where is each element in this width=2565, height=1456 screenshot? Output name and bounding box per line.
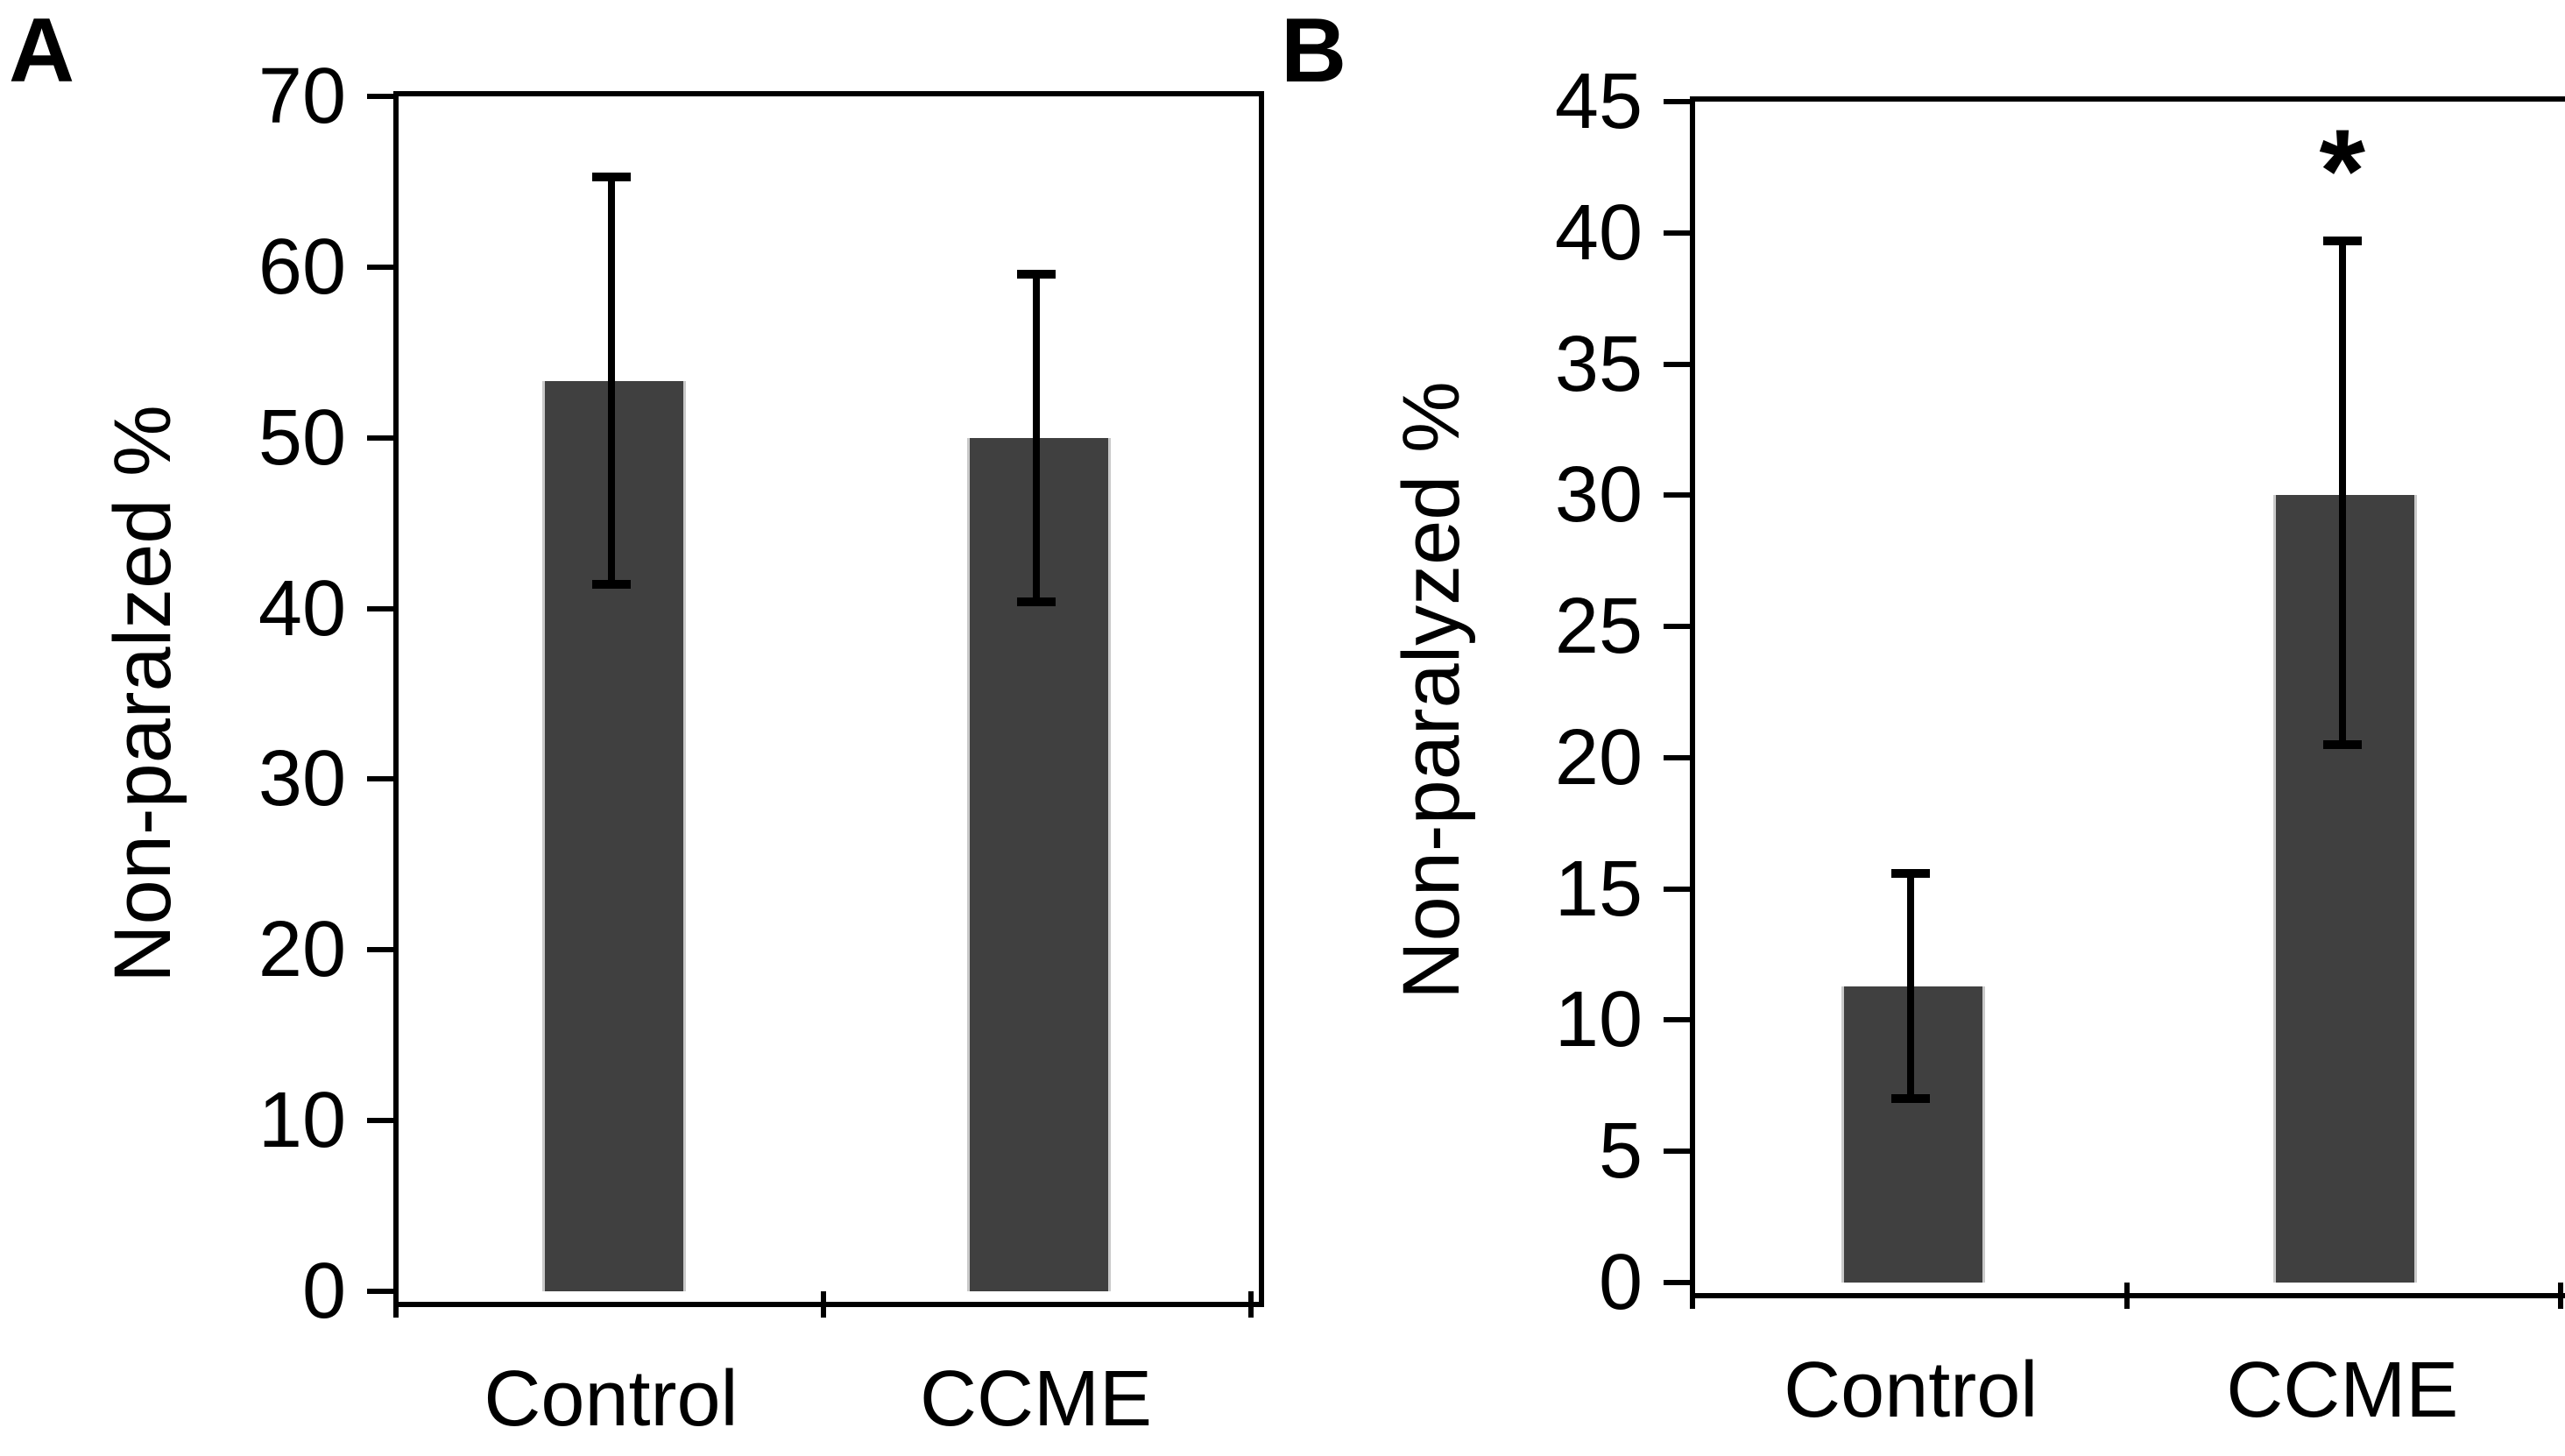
y-tick-label: 15 bbox=[1554, 845, 1643, 933]
y-tick-label: 30 bbox=[1554, 451, 1643, 540]
y-tick-label: 0 bbox=[301, 1247, 346, 1335]
y-tick-label: 5 bbox=[1598, 1107, 1643, 1196]
y-tick-label: 50 bbox=[258, 393, 346, 482]
y-axis-tick bbox=[1664, 1149, 1690, 1155]
error-bar-cap bbox=[1891, 868, 1931, 878]
error-bar-line bbox=[2338, 240, 2346, 745]
error-bar-cap bbox=[2322, 236, 2362, 245]
y-tick-label: 10 bbox=[1554, 976, 1643, 1064]
y-tick-label: 40 bbox=[258, 564, 346, 653]
y-axis-tick bbox=[1664, 1017, 1690, 1023]
y-axis-tick bbox=[367, 776, 393, 782]
plot-frame bbox=[393, 91, 1264, 1307]
panel-a-letter: A bbox=[9, 0, 75, 102]
y-tick-label: 35 bbox=[1554, 320, 1643, 408]
x-category-label-control: Control bbox=[1784, 1346, 2039, 1434]
x-category-label-ccme: CCME bbox=[920, 1355, 1152, 1443]
y-tick-label: 40 bbox=[1554, 188, 1643, 277]
x-axis-tick bbox=[1690, 1283, 1695, 1309]
y-axis-tick bbox=[367, 605, 393, 611]
error-bar-cap bbox=[1016, 597, 1056, 606]
error-bar-line bbox=[1032, 273, 1040, 602]
error-bar-cap bbox=[1891, 1094, 1931, 1104]
x-axis-tick bbox=[393, 1291, 399, 1318]
y-tick-label: 10 bbox=[258, 1077, 346, 1165]
y-axis-tick bbox=[1664, 230, 1690, 236]
y-tick-label: 30 bbox=[258, 735, 346, 823]
y-axis-tick bbox=[1664, 361, 1690, 367]
x-axis-tick bbox=[2123, 1283, 2130, 1309]
panel-a-y-axis-title: Non-paralzed % bbox=[98, 405, 187, 983]
error-bar-cap bbox=[591, 580, 631, 590]
y-axis-tick bbox=[1664, 99, 1690, 104]
y-axis-tick bbox=[1664, 886, 1690, 892]
y-axis-tick bbox=[1664, 1280, 1690, 1285]
y-tick-label: 45 bbox=[1554, 58, 1643, 145]
y-axis-tick bbox=[1664, 754, 1690, 760]
y-tick-label: 60 bbox=[258, 223, 346, 311]
x-axis-tick bbox=[821, 1291, 826, 1318]
x-category-label-ccme: CCME bbox=[2226, 1346, 2459, 1434]
y-tick-label: 0 bbox=[1598, 1239, 1643, 1326]
y-axis-tick bbox=[367, 1289, 393, 1294]
plot-frame bbox=[1690, 96, 2565, 1298]
panel-b-letter: B bbox=[1281, 0, 1347, 102]
y-tick-label: 20 bbox=[1554, 713, 1643, 802]
x-axis-tick bbox=[1248, 1291, 1254, 1318]
error-bar-line bbox=[607, 176, 615, 585]
y-tick-label: 20 bbox=[258, 906, 346, 994]
x-category-label-control: Control bbox=[484, 1355, 738, 1443]
significance-asterisk: * bbox=[2319, 104, 2366, 237]
y-axis-tick bbox=[1664, 624, 1690, 630]
y-axis-tick bbox=[367, 947, 393, 953]
y-axis-tick bbox=[367, 1118, 393, 1124]
error-bar-cap bbox=[591, 172, 631, 181]
y-axis-tick bbox=[367, 94, 393, 99]
y-axis-tick bbox=[367, 264, 393, 270]
x-axis-tick bbox=[2558, 1283, 2563, 1309]
error-bar-cap bbox=[1016, 269, 1056, 279]
y-axis-tick bbox=[367, 435, 393, 441]
error-bar-cap bbox=[2322, 739, 2362, 749]
y-tick-label: 25 bbox=[1554, 583, 1643, 671]
error-bar-line bbox=[1907, 873, 1915, 1099]
y-axis-tick bbox=[1664, 492, 1690, 498]
y-tick-label: 70 bbox=[258, 53, 346, 140]
